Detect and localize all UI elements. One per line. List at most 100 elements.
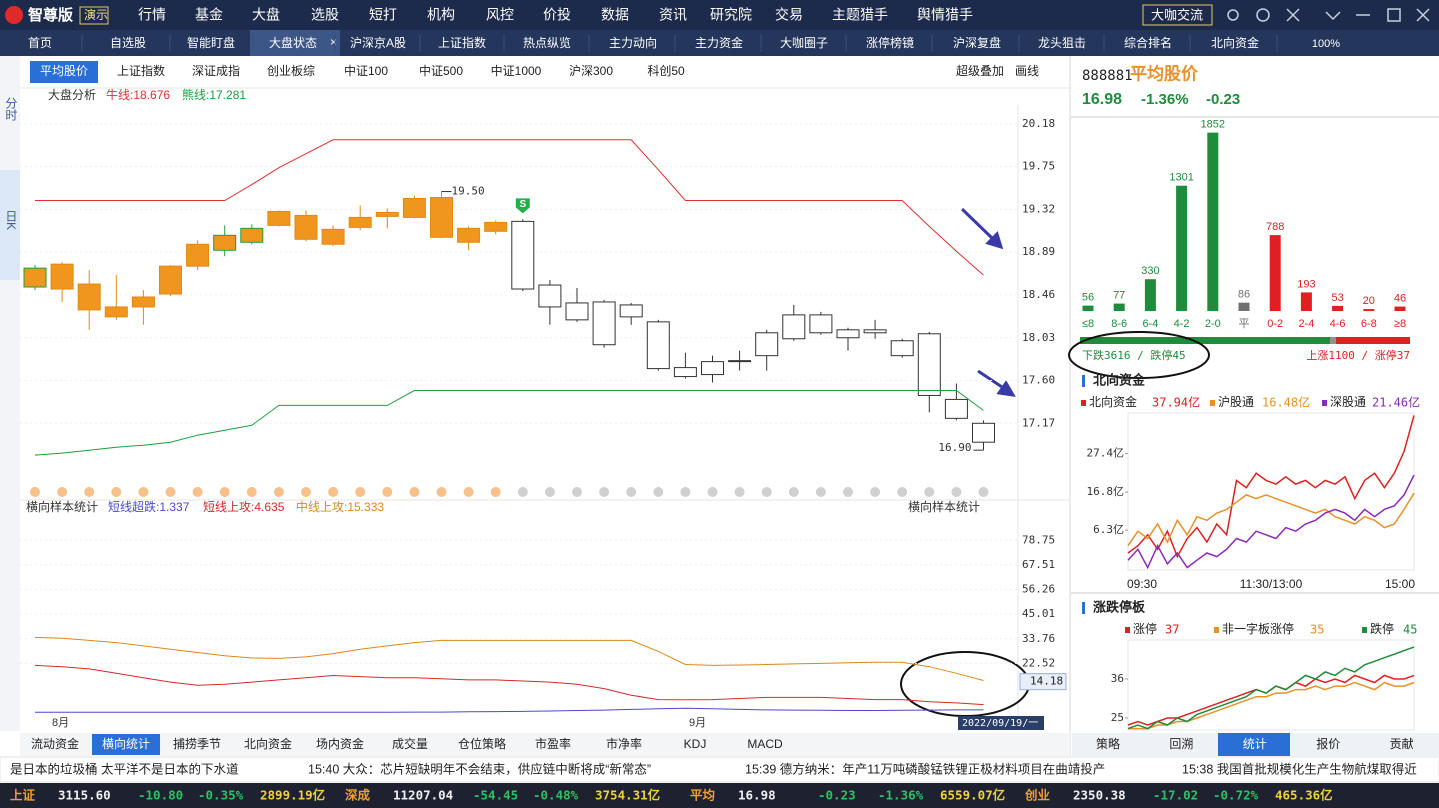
- tab[interactable]: 首页: [28, 36, 52, 50]
- index-tab[interactable]: 科创50: [647, 64, 685, 78]
- tab[interactable]: 综合排名: [1124, 35, 1172, 50]
- stat-line: [35, 707, 984, 713]
- bottom-tab[interactable]: 市盈率: [535, 736, 571, 751]
- candle-body: [755, 332, 779, 357]
- index-tab[interactable]: 中证100: [344, 63, 388, 78]
- bottom-tab[interactable]: 横向统计: [102, 736, 150, 751]
- tab[interactable]: 热点纵览: [523, 35, 571, 50]
- icon[interactable]: [1325, 11, 1341, 21]
- candle-body: [77, 283, 101, 311]
- tab-bar: [0, 30, 1439, 56]
- menu-item[interactable]: 机构: [427, 7, 455, 23]
- news-item[interactable]: 15:38 我国首批规模化生产生物航煤取得近: [1182, 761, 1417, 776]
- quote-price: 16.98: [1082, 91, 1122, 108]
- right-tab[interactable]: 报价: [1316, 736, 1340, 751]
- right-tab[interactable]: 统计: [1243, 737, 1267, 751]
- index-tab[interactable]: 中证1000: [491, 63, 542, 78]
- bottom-tab[interactable]: 北向资金: [244, 736, 292, 751]
- legend-swatch: [1081, 400, 1086, 406]
- bottom-tab[interactable]: 场内资金: [316, 736, 364, 751]
- status-dot: [843, 487, 853, 497]
- tab[interactable]: 大咖圈子: [780, 35, 828, 50]
- tab[interactable]: 北向资金: [1211, 35, 1259, 50]
- bar-category: 6-4: [1142, 318, 1158, 330]
- tab[interactable]: 龙头狙击: [1038, 36, 1086, 50]
- menu-item[interactable]: 行情: [138, 7, 166, 23]
- icon[interactable]: [1227, 9, 1239, 21]
- badge-frame: [79, 6, 109, 25]
- menu-item[interactable]: 数据: [601, 7, 629, 23]
- bottom-tab[interactable]: 捕捞季节: [173, 736, 221, 751]
- index-tab[interactable]: 沪深300: [569, 64, 613, 78]
- news-bar: [0, 756, 1439, 783]
- indicator-name: 大盘分析: [48, 87, 96, 102]
- side-tab[interactable]: 分时: [4, 97, 18, 121]
- x-label: 09:30: [1127, 577, 1157, 591]
- bottom-tab[interactable]: 流动资金: [31, 736, 79, 751]
- menu-item[interactable]: 资讯: [659, 7, 687, 23]
- status-dot: [246, 487, 257, 497]
- bar: [1082, 305, 1094, 311]
- tab-close[interactable]: ×: [330, 35, 337, 49]
- index-tab-right[interactable]: 超级叠加: [956, 63, 1004, 78]
- right-tab[interactable]: 贡献: [1390, 736, 1414, 751]
- bottom-tab[interactable]: MACD: [747, 737, 783, 751]
- status-dot: [924, 487, 935, 497]
- index-tab[interactable]: 创业板综: [267, 64, 315, 78]
- icon[interactable]: [1256, 8, 1270, 22]
- menu-item[interactable]: 短打: [369, 7, 397, 23]
- index-tab-right[interactable]: 画线: [1015, 64, 1039, 78]
- bar: [1238, 302, 1250, 311]
- index-tab[interactable]: 深证成指: [192, 63, 240, 78]
- bottom-tab[interactable]: 成交量: [392, 736, 428, 751]
- menu-item[interactable]: 交易: [775, 7, 803, 23]
- candle-body: [267, 210, 291, 226]
- tab[interactable]: 沪深复盘: [953, 35, 1001, 50]
- tab[interactable]: 自选股: [110, 36, 146, 50]
- menu-item[interactable]: 价投: [543, 7, 571, 23]
- section-mark: [1082, 375, 1085, 387]
- bottom-tab[interactable]: 仓位策略: [458, 736, 506, 751]
- index-tab[interactable]: 上证指数: [117, 63, 165, 78]
- legend-swatch: [1214, 627, 1219, 633]
- menu-item[interactable]: 风控: [486, 7, 514, 23]
- annotation-ellipse: [1068, 331, 1210, 379]
- divider: [1070, 592, 1439, 594]
- icon[interactable]: [1416, 8, 1430, 22]
- side-tab[interactable]: 日K: [4, 210, 18, 230]
- menu-item[interactable]: 大盘: [252, 7, 280, 23]
- news-item[interactable]: 是日本的垃圾桶 太平洋不是日本的下水道: [10, 761, 239, 776]
- menu-item[interactable]: 基金: [195, 7, 223, 23]
- status-dot: [761, 487, 772, 497]
- right-tab[interactable]: 策略: [1096, 736, 1120, 751]
- tab[interactable]: 主力资金: [695, 35, 743, 50]
- bar-category: ≥8: [1394, 318, 1406, 330]
- bottom-tab[interactable]: KDJ: [684, 737, 707, 751]
- bar-value: 77: [1113, 289, 1125, 301]
- tab[interactable]: 沪深京A股: [350, 36, 406, 50]
- menu-button[interactable]: 大咖交流: [1151, 7, 1203, 22]
- icon[interactable]: [1387, 8, 1401, 22]
- index-tab[interactable]: 平均股价: [40, 64, 88, 78]
- index-tab[interactable]: 中证500: [419, 63, 463, 78]
- status-field: 平均: [690, 787, 715, 802]
- menu-item[interactable]: 舆情猎手: [917, 7, 973, 23]
- tab[interactable]: 大盘状态: [269, 35, 317, 50]
- icon[interactable]: [1286, 8, 1300, 22]
- news-item[interactable]: 15:40 大众：芯片短缺明年不会结束，供应链中断将成“新常态”: [308, 761, 651, 776]
- news-item[interactable]: 15:39 德方纳米：年产11万吨磷酸锰铁锂正极材料项目在曲靖投产: [745, 761, 1105, 776]
- tab[interactable]: 主力动向: [609, 35, 657, 50]
- tab[interactable]: 涨停榜镜: [866, 35, 914, 50]
- status-dot: [355, 487, 366, 497]
- bottom-tab[interactable]: 市净率: [606, 736, 642, 751]
- tab[interactable]: 智能盯盘: [187, 35, 235, 50]
- status-dot: [517, 487, 528, 497]
- menu-item[interactable]: 研究院: [710, 7, 752, 23]
- candle-body: [836, 329, 860, 339]
- tab[interactable]: 上证指数: [438, 35, 486, 50]
- bar-category: 8-6: [1111, 318, 1127, 330]
- right-tab[interactable]: 回溯: [1169, 736, 1193, 751]
- menu-item[interactable]: 选股: [311, 7, 339, 23]
- menu-item[interactable]: 主题猎手: [832, 7, 888, 23]
- arrow-head: [985, 231, 1004, 250]
